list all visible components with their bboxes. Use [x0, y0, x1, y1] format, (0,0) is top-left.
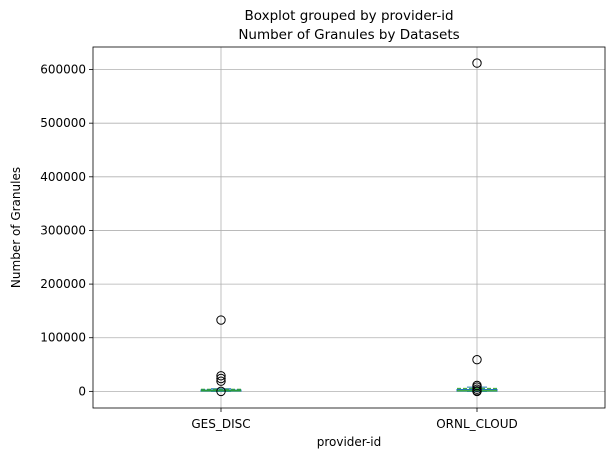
chart-title: Number of Granules by Datasets — [238, 27, 459, 43]
outlier-point — [216, 376, 226, 386]
outlier-point — [216, 315, 226, 325]
y-tick-label: 500000 — [40, 116, 86, 130]
chart-suptitle: Boxplot grouped by provider-id — [244, 8, 453, 24]
y-tick-label: 600000 — [40, 63, 86, 77]
x-tick-label: ORNL_CLOUD — [436, 417, 518, 431]
outlier-point — [472, 355, 482, 365]
x-axis-label: provider-id — [317, 435, 382, 449]
grid-layer — [93, 47, 605, 408]
y-tick-label: 0 — [78, 384, 86, 398]
outlier-point — [472, 386, 482, 397]
outlier-point — [216, 373, 226, 384]
box-group-ornl-cloud — [456, 58, 498, 397]
y-axis-label: Number of Granules — [9, 167, 23, 288]
outlier-point — [472, 58, 482, 68]
outlier-point — [216, 371, 226, 381]
y-axis-ticks: 0 100000 200000 300000 400000 500000 600000 — [40, 63, 93, 398]
outlier-point — [216, 386, 226, 397]
y-tick-label: 200000 — [40, 277, 86, 291]
boxes-layer — [200, 58, 498, 397]
y-tick-label: 400000 — [40, 170, 86, 184]
x-axis-ticks: GES_DISC ORNL_CLOUD — [191, 408, 518, 431]
outlier-point — [472, 382, 482, 392]
plot-frame — [92, 46, 606, 409]
y-tick-label: 300000 — [40, 223, 86, 237]
box-group-ges-disc — [200, 315, 242, 397]
x-tick-label: GES_DISC — [191, 417, 250, 431]
y-tick-label: 100000 — [40, 331, 86, 345]
